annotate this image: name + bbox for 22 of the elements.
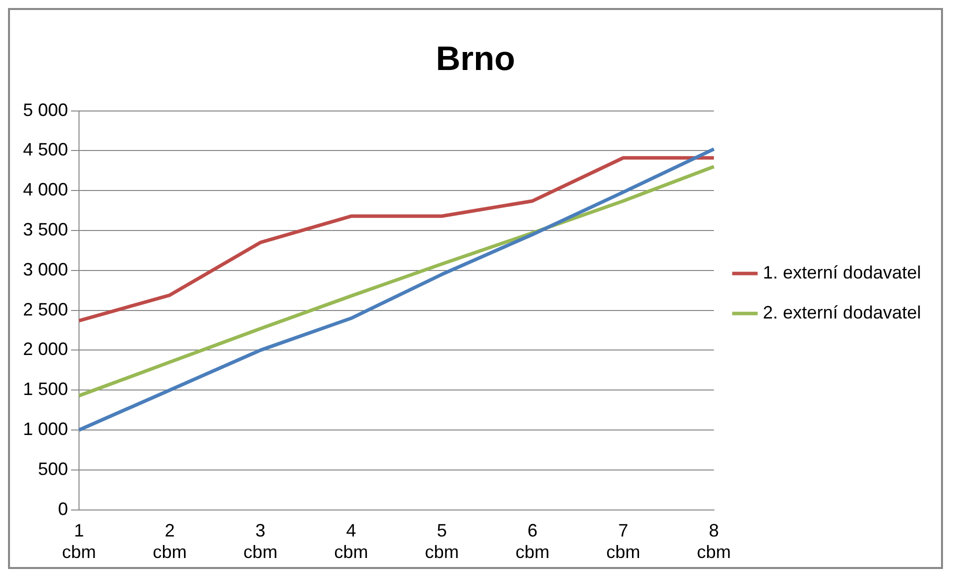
y-tick-label: 500: [38, 458, 68, 479]
x-tick-label: 4 cbm: [334, 520, 368, 562]
y-tick-label: 1 500: [22, 379, 68, 400]
y-tick-label: 3 000: [22, 259, 68, 280]
y-tick-label: 1 000: [22, 418, 68, 439]
x-tick-label: 2 cbm: [152, 520, 187, 562]
legend-label: 1. externí dodavatel: [762, 262, 922, 282]
y-tick-label: 4 500: [22, 140, 68, 160]
x-tick-label: 6 cbm: [516, 520, 550, 562]
y-tick-label: 2 000: [22, 339, 68, 360]
x-tick-label: 3 cbm: [243, 520, 278, 562]
y-tick-label: 2 500: [22, 299, 68, 320]
legend-label: 2. externí dodavatel: [762, 302, 922, 322]
x-tick-label: 7 cbm: [606, 520, 640, 562]
x-tick-label: 8 cbm: [696, 520, 731, 562]
y-tick-label: 3 500: [22, 219, 68, 240]
x-tick-label: 5 cbm: [424, 520, 459, 562]
y-tick-label: 4 000: [22, 180, 68, 200]
y-tick-label: 0: [58, 498, 68, 519]
x-tick-label: 1 cbm: [62, 520, 96, 562]
y-tick-label: 5 000: [22, 100, 68, 120]
chart-title: Brno: [436, 40, 516, 78]
